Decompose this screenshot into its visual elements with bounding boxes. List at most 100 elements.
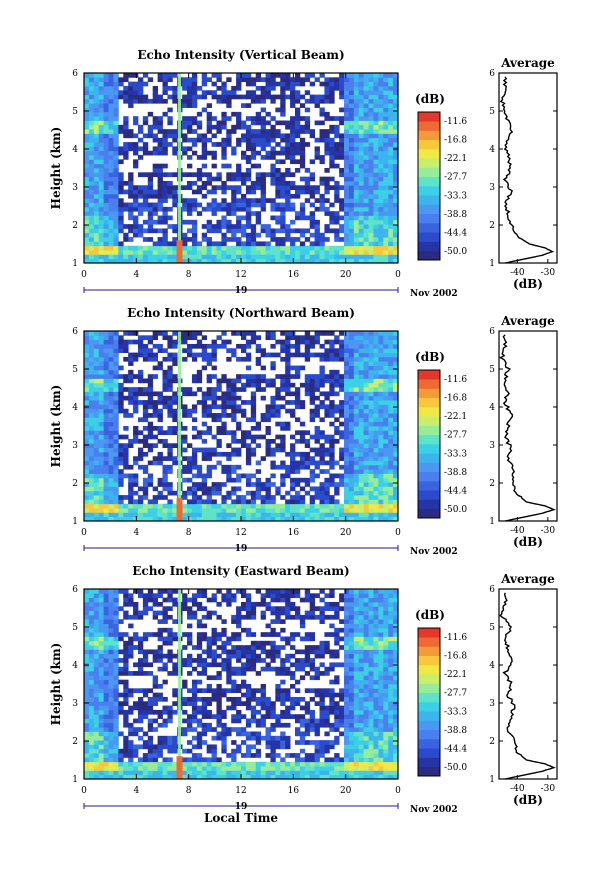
colorbar-swatch <box>418 444 440 454</box>
colorbar-swatch <box>418 397 440 408</box>
y-tick-label: 5 <box>72 365 78 375</box>
colorbar-swatch <box>418 167 440 178</box>
heatmap-cells <box>84 331 399 522</box>
average-y-tick-label: 3 <box>489 183 495 193</box>
colorbar-tick-label: -16.8 <box>444 394 467 404</box>
colorbar-tick-label: -44.4 <box>444 486 467 496</box>
colorbar-swatch <box>418 692 440 703</box>
y-tick-label: 2 <box>72 737 78 747</box>
average-y-tick-label: 4 <box>489 661 495 671</box>
x-tick-label: 0 <box>81 528 87 538</box>
colorbar-swatch <box>418 407 440 417</box>
y-tick-label: 5 <box>72 623 78 633</box>
y-tick-label: 3 <box>72 441 78 451</box>
x-tick-label: 8 <box>186 786 192 796</box>
day-label: 19 <box>235 286 248 296</box>
colorbar-swatch <box>418 757 440 768</box>
colorbar-swatch <box>418 665 440 675</box>
x-tick-label: 0 <box>81 786 87 796</box>
colorbar-swatch <box>418 139 440 150</box>
bright-spike <box>178 331 182 521</box>
colorbar-tick-label: -33.3 <box>444 449 467 459</box>
y-tick-label: 3 <box>72 699 78 709</box>
colorbar-frame <box>417 111 441 261</box>
colorbar-swatch <box>418 490 440 500</box>
x-tick-label: 16 <box>288 528 300 538</box>
colorbar-swatch <box>418 729 440 740</box>
y-tick-label: 1 <box>72 775 78 785</box>
colorbar-swatch <box>418 646 440 657</box>
month-label: Nov 2002 <box>410 547 458 557</box>
heatmap-cells <box>84 73 399 264</box>
y-tick-label: 6 <box>72 69 78 79</box>
colorbar-unit: (dB) <box>415 608 445 622</box>
colorbar-swatch <box>418 720 440 731</box>
month-label: Nov 2002 <box>410 805 458 815</box>
colorbar-swatch <box>418 232 440 242</box>
chart-title: Echo Intensity (Northward Beam) <box>127 306 355 320</box>
average-title: Average <box>500 56 555 70</box>
colorbar-swatch <box>418 655 440 666</box>
colorbar-tick-label: -38.8 <box>444 210 467 220</box>
colorbar-swatch <box>418 637 440 647</box>
x-tick-label: 12 <box>235 786 246 796</box>
average-title: Average <box>500 572 555 586</box>
average-y-tick-label: 1 <box>489 775 495 785</box>
colorbar-tick-label: -33.3 <box>444 707 467 717</box>
colorbar-swatch <box>418 674 440 684</box>
colorbar-swatch <box>418 739 440 749</box>
colorbar-swatch <box>418 121 440 131</box>
y-tick-label: 1 <box>72 259 78 269</box>
x-tick-label: 0 <box>395 786 401 796</box>
average-profile-line <box>499 592 557 780</box>
y-axis-label: Height (km) <box>49 385 63 468</box>
x-tick-label: 20 <box>340 270 352 280</box>
average-y-tick-label: 5 <box>489 365 495 375</box>
colorbar-swatch <box>418 388 440 399</box>
y-tick-label: 6 <box>72 585 78 595</box>
colorbar-tick-label: -27.7 <box>444 173 467 183</box>
x-tick-label: 4 <box>133 270 139 280</box>
day-label: 19 <box>235 544 248 554</box>
colorbar-tick-label: -22.1 <box>444 154 467 164</box>
average-y-tick-label: 2 <box>489 221 495 231</box>
chart-title: Echo Intensity (Eastward Beam) <box>132 564 349 578</box>
colorbar-swatch <box>418 766 440 777</box>
colorbar-tick-label: -50.0 <box>444 763 467 773</box>
x-tick-label: 4 <box>133 528 139 538</box>
colorbar-frame <box>417 627 441 777</box>
y-tick-label: 3 <box>72 183 78 193</box>
average-x-tick-label: -30 <box>541 784 556 794</box>
average-y-tick-label: 2 <box>489 737 495 747</box>
spike-core <box>176 240 183 263</box>
colorbar-swatch <box>418 186 440 196</box>
colorbar-swatch <box>418 213 440 224</box>
x-tick-label: 0 <box>395 528 401 538</box>
average-y-tick-label: 4 <box>489 403 495 413</box>
average-frame <box>498 588 558 780</box>
colorbar-swatch <box>418 195 440 205</box>
colorbar-tick-label: -50.0 <box>444 505 467 515</box>
colorbar-swatch <box>418 471 440 482</box>
average-x-label: (dB) <box>513 277 543 291</box>
x-tick-label: 20 <box>340 786 352 796</box>
colorbar-tick-label: -22.1 <box>444 412 467 422</box>
colorbar-swatch <box>418 702 440 712</box>
day-label: 19 <box>235 802 248 812</box>
colorbar-swatch <box>418 499 440 510</box>
y-tick-label: 4 <box>72 403 78 413</box>
average-x-tick-label: -30 <box>541 526 556 536</box>
average-profile-line <box>499 76 555 264</box>
colorbar-tick-label: -38.8 <box>444 468 467 478</box>
x-tick-label: 0 <box>395 270 401 280</box>
x-tick-label: 12 <box>235 270 246 280</box>
x-tick-label: 16 <box>288 270 300 280</box>
colorbar-tick-label: -38.8 <box>444 726 467 736</box>
average-x-tick-label: -40 <box>510 268 525 278</box>
average-x-label: (dB) <box>513 535 543 549</box>
x-tick-label: 8 <box>186 528 192 538</box>
colorbar-tick-label: -27.7 <box>444 689 467 699</box>
colorbar-tick-label: -11.6 <box>444 633 467 643</box>
